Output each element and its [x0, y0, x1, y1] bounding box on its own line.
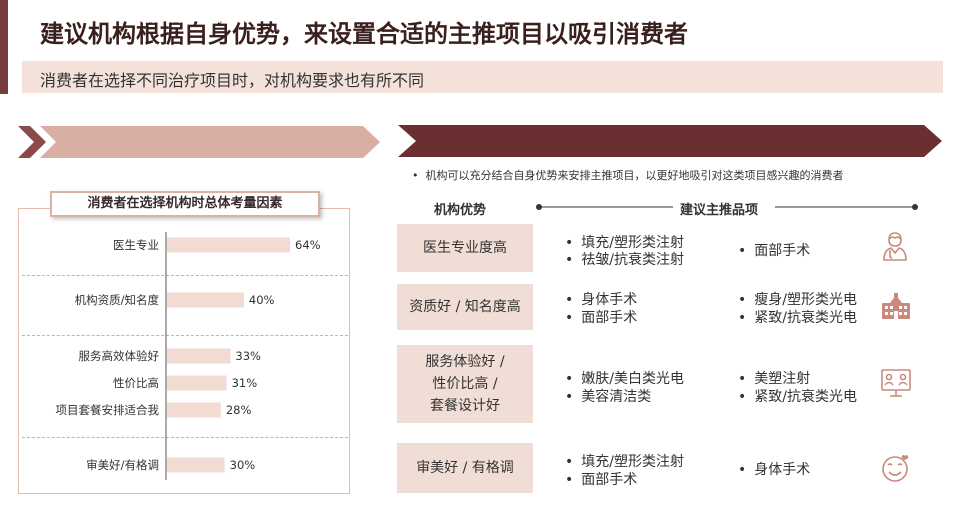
category-label: 机构资质/知名度 [75, 293, 160, 307]
column-header-advantage: 机构优势 [434, 203, 487, 218]
group-separator [22, 275, 348, 276]
recommended-item: 面部手术 [738, 240, 810, 260]
category-label: 项目套餐安排适合我 [56, 403, 160, 417]
bar [167, 402, 221, 418]
page-title: 建议机构根据自身优势，来设置合适的主推项目以吸引消费者 [40, 20, 688, 48]
building-icon [882, 293, 910, 319]
right-section-banner [398, 125, 942, 157]
advantage-box: 审美好 / 有格调 [397, 443, 533, 493]
recommended-item: 填充/塑形类注射 [565, 232, 684, 252]
subtitle-band [22, 61, 943, 93]
category-label: 服务高效体验好 [79, 349, 160, 363]
category-label: 审美好/有格调 [86, 458, 159, 472]
value-label: 30% [230, 458, 256, 472]
page-subtitle: 消费者在选择不同治疗项目时，对机构要求也有所不同 [40, 71, 425, 90]
recommended-item: 美容清洁类 [565, 386, 651, 406]
value-label: 31% [232, 376, 258, 390]
value-label: 33% [235, 349, 261, 363]
recommended-item: 身体手术 [565, 289, 637, 309]
bar [167, 457, 225, 473]
category-label: 性价比高 [113, 376, 159, 390]
value-label: 28% [226, 403, 252, 417]
recommended-item: 面部手术 [565, 307, 637, 327]
recommended-item: 嫩肤/美白类光电 [565, 368, 684, 388]
column-header-recommended: 建议主推品项 [680, 203, 759, 218]
recommended-item: 祛皱/抗衰类注射 [565, 249, 684, 269]
left-section-banner [18, 126, 380, 158]
recommended-item: 身体手术 [738, 459, 810, 479]
header-connector-line [536, 204, 918, 210]
right-banner-label: 机构结合自身优势安排主推品项 [551, 6, 789, 26]
advantage-box: 医生专业度高 [397, 224, 533, 272]
value-label: 64% [295, 238, 321, 252]
happy-face-icon [882, 455, 909, 482]
recommended-item: 填充/塑形类注射 [565, 451, 684, 471]
left-banner-label: 消费者选择机构 [140, 6, 260, 26]
factor-bar-chart: 医生专业 64% 机构资质/知名度 40% 服务高效体验好 33% 性价比高 31% 项目套餐安… [56, 232, 321, 480]
title-accent-bar [0, 0, 8, 94]
note-label: 机构可以充分结合自身优势来安排主推项目，以更好地吸引对这类项目感兴趣的消费者 [425, 169, 844, 182]
chart-title: 消费者在选择机构时总体考量因素 [50, 191, 320, 217]
recommended-item: 瘦身/塑形类光电 [738, 289, 857, 309]
bar [167, 292, 244, 308]
recommended-item: 面部手术 [565, 469, 637, 489]
presentation-icon [881, 369, 911, 397]
bar [167, 348, 231, 364]
advantage-box: 服务体验好 / 性价比高 / 套餐设计好 [397, 345, 533, 423]
recommended-item: 美塑注射 [738, 368, 810, 388]
group-separator [22, 335, 348, 336]
recommended-item: 紧致/抗衰类光电 [738, 307, 857, 327]
advantage-box: 资质好 / 知名度高 [397, 284, 533, 330]
category-label: 医生专业 [113, 238, 159, 252]
value-label: 40% [249, 293, 275, 307]
group-separator [22, 437, 348, 438]
recommended-item: 紧致/抗衰类光电 [738, 386, 857, 406]
note-text: • 机构可以充分结合自身优势来安排主推项目，以更好地吸引对这类项目感兴趣的消费者 [412, 167, 843, 183]
note-bullet: • [412, 169, 426, 182]
doctor-icon [883, 232, 907, 261]
bar [167, 237, 290, 253]
bar [167, 375, 227, 391]
